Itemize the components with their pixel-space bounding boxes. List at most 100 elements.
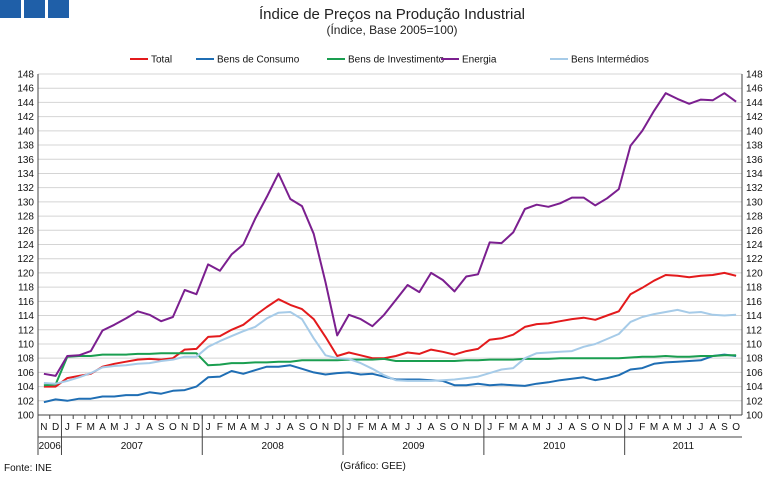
y-tick-label-right: 106 xyxy=(746,368,763,379)
month-label: J xyxy=(628,422,633,433)
series-line-bens-de-investimento xyxy=(43,352,737,387)
series-line-energia xyxy=(43,92,737,377)
y-tick-label-right: 120 xyxy=(746,268,763,279)
y-tick-label-left: 112 xyxy=(18,325,34,336)
legend-label: Bens de Investimento xyxy=(348,55,445,66)
y-tick-label-right: 136 xyxy=(746,155,763,166)
month-label: N xyxy=(603,422,610,433)
month-label: J xyxy=(206,422,211,433)
month-label: A xyxy=(522,422,529,433)
month-label: J xyxy=(558,422,563,433)
series-line-total xyxy=(43,271,737,388)
credit-note: (Gráfico: GEE) xyxy=(340,461,406,472)
month-label: F xyxy=(358,422,364,433)
month-label: D xyxy=(193,422,200,433)
header-square-1 xyxy=(0,0,21,18)
month-label: J xyxy=(346,422,351,433)
month-label: J xyxy=(487,422,492,433)
y-tick-label-left: 120 xyxy=(17,268,34,279)
y-tick-label-left: 122 xyxy=(17,254,34,265)
year-label: 2007 xyxy=(121,441,144,452)
month-label: A xyxy=(662,422,669,433)
month-label: M xyxy=(368,422,376,433)
month-label: A xyxy=(569,422,576,433)
month-label: S xyxy=(299,422,306,433)
month-label: J xyxy=(687,422,692,433)
y-tick-label-left: 134 xyxy=(17,169,34,180)
y-tick-label-right: 144 xyxy=(746,98,763,109)
chart-title: Índice de Preços na Produção Industrial xyxy=(259,6,525,23)
legend: Total Bens de Consumo Bens de Investimento… xyxy=(130,55,649,66)
y-tick-label-left: 108 xyxy=(17,354,34,365)
y-tick-label-left: 116 xyxy=(18,297,34,308)
month-label: S xyxy=(580,422,587,433)
y-tick-label-left: 130 xyxy=(17,197,34,208)
month-label: A xyxy=(146,422,153,433)
month-label: F xyxy=(639,422,645,433)
y-tick-label-left: 144 xyxy=(17,98,34,109)
month-label: S xyxy=(721,422,728,433)
y-tick-label-right: 138 xyxy=(746,141,763,152)
month-label: F xyxy=(498,422,504,433)
month-label: M xyxy=(392,422,400,433)
year-label: 2010 xyxy=(543,441,566,452)
month-label: S xyxy=(439,422,446,433)
month-label: D xyxy=(474,422,481,433)
y-tick-label-left: 114 xyxy=(18,311,34,322)
month-label: J xyxy=(135,422,140,433)
y-tick-label-left: 100 xyxy=(17,411,34,422)
y-tick-label-left: 124 xyxy=(17,240,34,251)
chart-subtitle: (Índice, Base 2005=100) xyxy=(326,22,457,37)
y-tick-label-left: 136 xyxy=(17,155,34,166)
month-label: O xyxy=(310,422,318,433)
month-label: M xyxy=(509,422,517,433)
y-tick-label-left: 126 xyxy=(17,226,34,237)
month-label: A xyxy=(709,422,716,433)
month-label: F xyxy=(217,422,223,433)
legend-label: Energia xyxy=(462,55,497,66)
month-label: O xyxy=(732,422,740,433)
y-tick-label-right: 100 xyxy=(746,411,763,422)
legend-label: Total xyxy=(151,55,172,66)
y-tick-label-left: 132 xyxy=(17,183,34,194)
month-label: N xyxy=(181,422,188,433)
y-tick-label-right: 102 xyxy=(746,396,763,407)
month-label: N xyxy=(322,422,329,433)
month-label: M xyxy=(227,422,235,433)
y-tick-label-left: 106 xyxy=(17,368,34,379)
y-axis-left: 100 102 104 106 108 110 112 114 116 118 120 122 124 1… xyxy=(17,70,39,422)
month-label: M xyxy=(650,422,658,433)
y-tick-label-left: 104 xyxy=(17,382,34,393)
month-label: A xyxy=(240,422,247,433)
y-tick-label-left: 102 xyxy=(17,396,34,407)
header-square-3 xyxy=(48,0,69,18)
month-label: N xyxy=(463,422,470,433)
y-tick-label-left: 142 xyxy=(17,112,34,123)
month-label: M xyxy=(251,422,259,433)
month-label: J xyxy=(276,422,281,433)
y-tick-label-right: 146 xyxy=(746,84,763,95)
y-tick-label-right: 108 xyxy=(746,354,763,365)
y-tick-label-left: 110 xyxy=(18,339,34,350)
y-tick-label-right: 130 xyxy=(746,197,763,208)
month-label: J xyxy=(264,422,269,433)
y-tick-label-left: 118 xyxy=(18,283,34,294)
y-tick-label-right: 112 xyxy=(746,325,762,336)
y-tick-label-right: 142 xyxy=(746,112,763,123)
month-label: O xyxy=(591,422,599,433)
month-label: M xyxy=(87,422,95,433)
y-tick-label-left: 148 xyxy=(17,70,34,81)
y-tick-label-right: 116 xyxy=(746,297,762,308)
year-label: 2008 xyxy=(262,441,285,452)
y-tick-label-right: 124 xyxy=(746,240,763,251)
y-tick-label-left: 146 xyxy=(17,84,34,95)
month-label: A xyxy=(287,422,294,433)
month-label: M xyxy=(110,422,118,433)
month-label: N xyxy=(40,422,47,433)
month-label: J xyxy=(698,422,703,433)
month-label: O xyxy=(169,422,177,433)
year-label: 2006 xyxy=(39,441,62,452)
y-tick-label-right: 104 xyxy=(746,382,763,393)
y-tick-label-right: 128 xyxy=(746,212,763,223)
